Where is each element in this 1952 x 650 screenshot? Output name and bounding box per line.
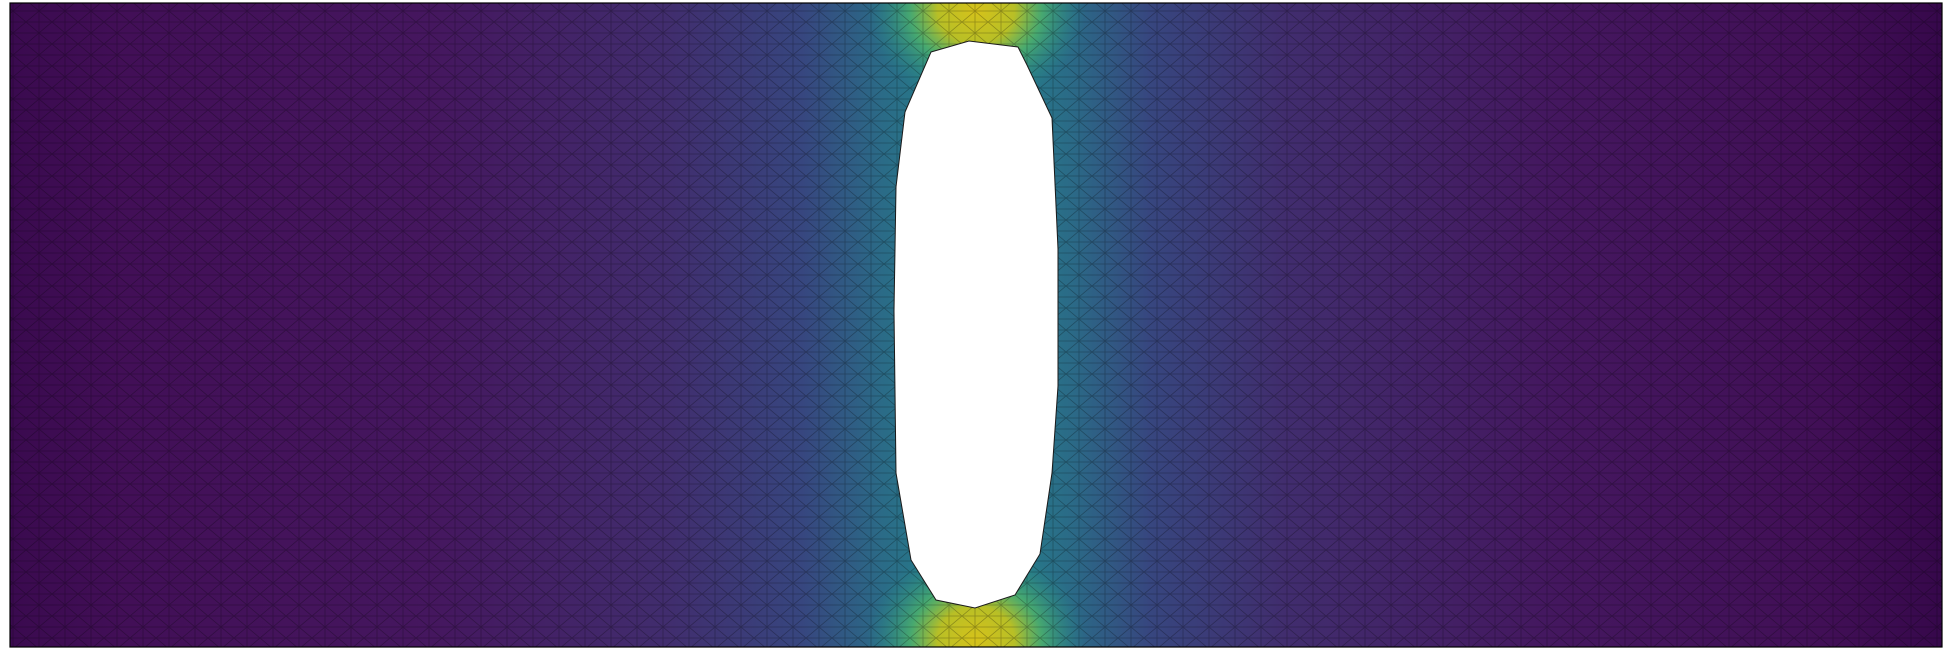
plate-border — [9, 2, 1943, 648]
hole — [893, 40, 1059, 609]
